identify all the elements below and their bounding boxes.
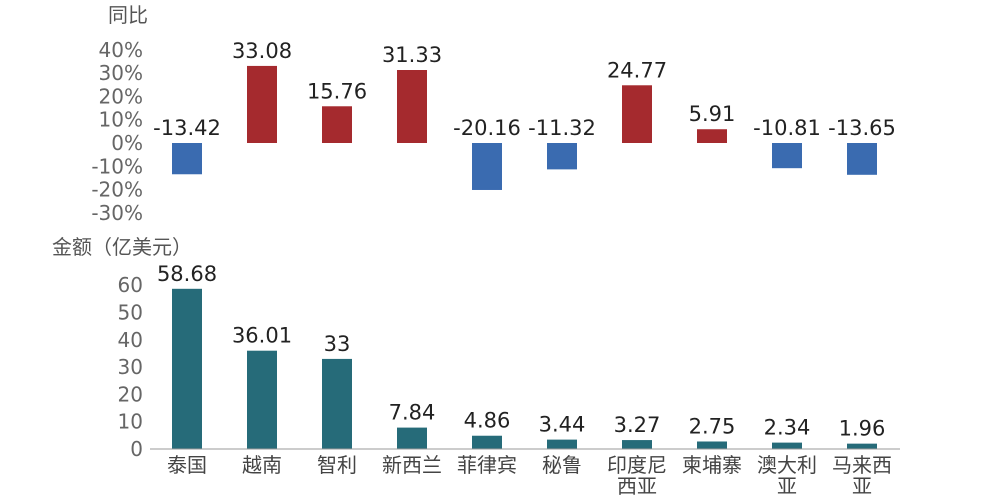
top-y-tick-label: -30% xyxy=(91,201,143,225)
x-category-label: 越南 xyxy=(242,453,282,477)
top-bar-value-label: 31.33 xyxy=(382,43,442,67)
x-category-label: 亚 xyxy=(852,474,872,498)
top-bar xyxy=(697,129,727,143)
bottom-bar xyxy=(847,443,877,449)
bottom-bar xyxy=(622,440,652,449)
bottom-bar xyxy=(397,427,427,449)
bottom-y-tick-label: 40 xyxy=(118,328,143,352)
top-bar xyxy=(622,85,652,143)
top-bar xyxy=(172,143,202,175)
top-y-tick-label: 10% xyxy=(99,108,143,132)
bottom-y-tick-label: 30 xyxy=(118,355,143,379)
top-bar-value-label: 24.77 xyxy=(607,58,667,82)
bottom-y-tick-label: 20 xyxy=(118,382,143,406)
bottom-bar-value-label: 2.75 xyxy=(689,414,736,438)
top-bar-value-label: -13.65 xyxy=(828,116,896,140)
bottom-y-tick-label: 60 xyxy=(118,273,143,297)
top-bar xyxy=(397,70,427,143)
bottom-bar-value-label: 2.34 xyxy=(764,416,811,440)
top-bar xyxy=(547,143,577,170)
x-category-label: 西亚 xyxy=(617,474,657,498)
bottom-bar xyxy=(697,441,727,449)
x-category-label: 亚 xyxy=(777,474,797,498)
bottom-bar-value-label: 7.84 xyxy=(389,401,436,425)
top-bar xyxy=(772,143,802,169)
bottom-bar-value-label: 3.27 xyxy=(614,413,661,437)
x-category-label: 马来西 xyxy=(832,453,892,477)
bottom-bar-value-label: 4.86 xyxy=(464,409,511,433)
x-category-label: 秘鲁 xyxy=(542,453,582,477)
x-category-label: 泰国 xyxy=(167,453,207,477)
top-bar xyxy=(247,65,277,143)
bottom-bar xyxy=(172,288,202,449)
top-bar-value-label: -10.81 xyxy=(753,116,821,140)
bottom-y-tick-label: 0 xyxy=(130,437,143,461)
top-bar xyxy=(847,143,877,175)
top-bar-value-label: -20.16 xyxy=(453,116,521,140)
bottom-bar xyxy=(772,442,802,449)
bottom-bar xyxy=(547,439,577,449)
top-y-tick-label: -20% xyxy=(91,178,143,202)
bottom-y-tick-label: 10 xyxy=(118,410,143,434)
bottom-bar-value-label: 1.96 xyxy=(839,417,886,441)
bottom-bar xyxy=(472,435,502,449)
top-bar-value-label: 5.91 xyxy=(689,102,736,126)
top-bar-value-label: 33.08 xyxy=(232,39,292,63)
x-category-label: 澳大利 xyxy=(757,453,817,477)
x-category-label: 智利 xyxy=(317,453,357,477)
top-bar xyxy=(472,143,502,190)
top-y-tick-label: 0% xyxy=(111,131,143,155)
x-category-label: 新西兰 xyxy=(382,453,442,477)
top-y-tick-label: 40% xyxy=(99,38,143,62)
top-y-tick-label: 30% xyxy=(99,61,143,85)
bottom-bar-value-label: 3.44 xyxy=(539,413,586,437)
bottom-bar xyxy=(322,358,352,449)
top-bar-value-label: -11.32 xyxy=(528,116,596,140)
top-bar-value-label: -13.42 xyxy=(153,116,221,140)
bottom-bar xyxy=(247,350,277,449)
top-y-tick-label: 20% xyxy=(99,84,143,108)
top-bar-value-label: 15.76 xyxy=(307,79,367,103)
top-y-axis-title: 同比 xyxy=(108,3,148,27)
bottom-y-axis-title: 金额（亿美元） xyxy=(52,235,192,259)
x-category-label: 柬埔寨 xyxy=(682,453,742,477)
x-category-label: 菲律宾 xyxy=(457,453,517,477)
bottom-bar-value-label: 58.68 xyxy=(157,262,217,286)
top-y-tick-label: -10% xyxy=(91,154,143,178)
bottom-bar-value-label: 33 xyxy=(324,332,351,356)
x-category-label: 印度尼 xyxy=(607,453,667,477)
top-bar xyxy=(322,106,352,143)
bottom-y-tick-label: 50 xyxy=(118,301,143,325)
bottom-bar-value-label: 36.01 xyxy=(232,324,292,348)
